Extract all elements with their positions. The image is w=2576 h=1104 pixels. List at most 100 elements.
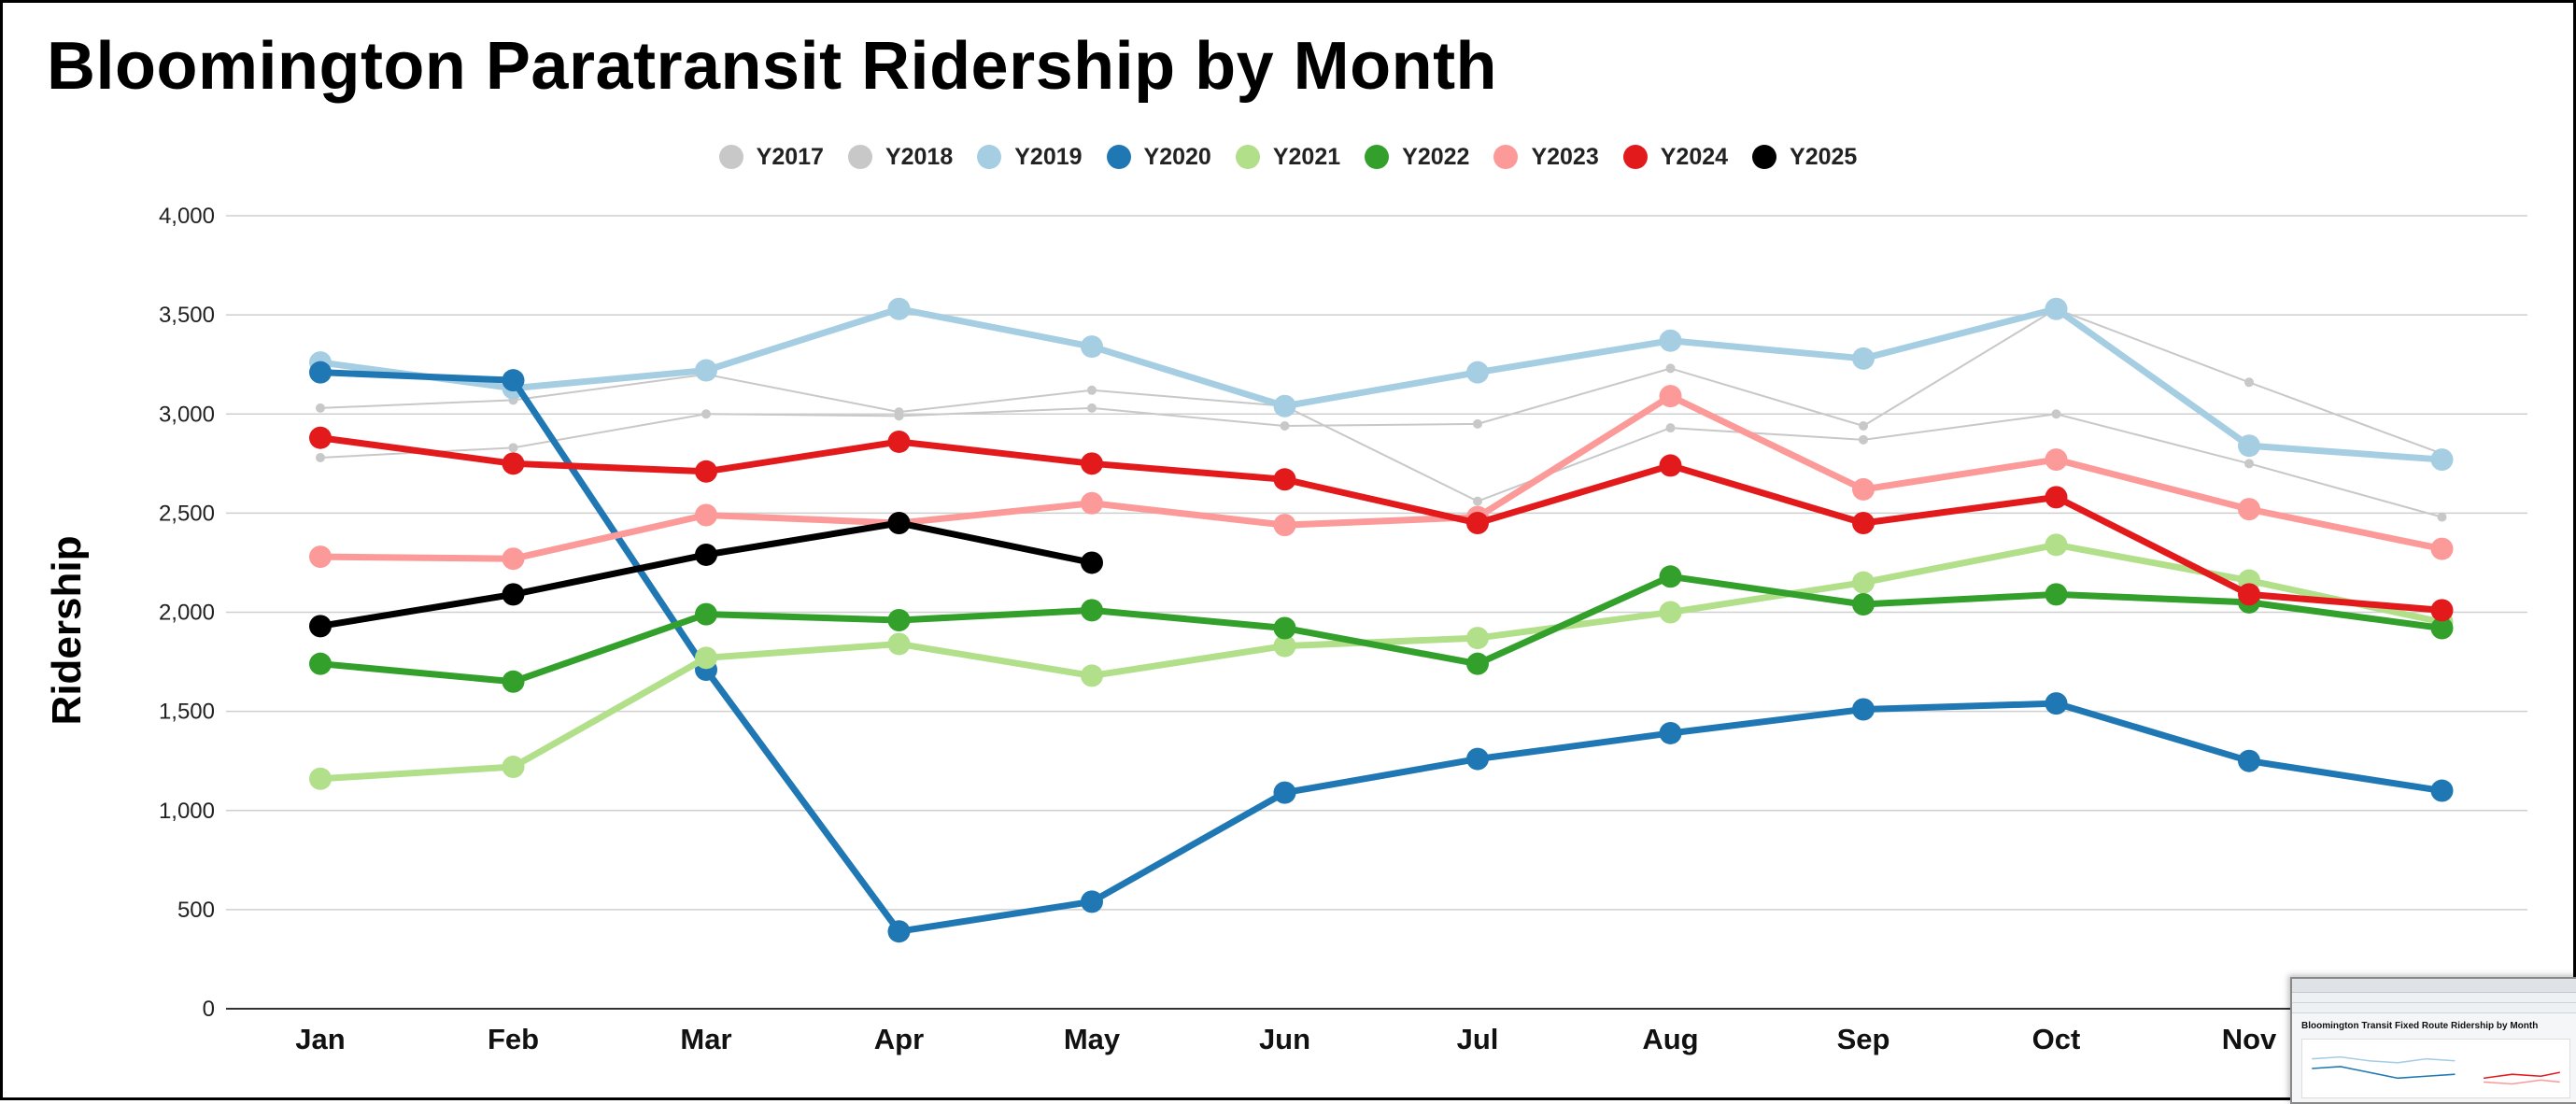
data-point-Y2023	[1081, 491, 1103, 515]
y-tick-label: 2,000	[159, 601, 215, 626]
data-point-Y2021	[309, 767, 332, 790]
legend-label: Y2021	[1272, 143, 1341, 170]
chart-legend: Y2017 Y2018 Y2019 Y2020 Y2021 Y2022 Y2023 Y2024…	[0, 138, 2576, 176]
data-point-Y2023	[1273, 514, 1296, 537]
data-point-Y2024	[309, 426, 332, 449]
legend-label: Y2022	[1402, 143, 1470, 170]
data-point-Y2023	[1659, 385, 1682, 408]
data-point-Y2018	[1859, 420, 1868, 431]
data-point-Y2020	[1081, 890, 1103, 913]
data-point-Y2023	[695, 503, 717, 527]
thumbnail-toolbar	[2292, 979, 2576, 993]
data-point-Y2022	[887, 608, 911, 631]
data-point-Y2020	[1273, 781, 1296, 804]
x-tick-label: Mar	[680, 1023, 731, 1055]
data-point-Y2019	[695, 359, 717, 382]
data-point-Y2021	[887, 632, 911, 656]
data-point-Y2018	[1280, 420, 1290, 431]
series-line-Y2020	[317, 369, 2445, 935]
legend-marker	[718, 145, 743, 169]
legend-label: Y2018	[885, 143, 954, 170]
data-point-Y2019	[2238, 434, 2260, 458]
data-point-Y2021	[502, 756, 525, 779]
data-point-Y2023	[502, 547, 525, 571]
data-point-Y2023	[1852, 477, 1875, 501]
data-point-Y2021	[1852, 571, 1875, 594]
data-point-Y2021	[2045, 533, 2068, 557]
legend-label: Y2019	[1014, 143, 1083, 170]
x-tick-label: Apr	[874, 1023, 924, 1055]
legend-item-Y2020[interactable]: Y2020	[1106, 144, 1211, 171]
legend-marker	[1106, 145, 1131, 169]
data-point-Y2018	[894, 411, 904, 421]
y-tick-label: 3,000	[159, 402, 215, 427]
y-tick-label: 500	[177, 898, 215, 923]
data-point-Y2020	[1852, 698, 1875, 721]
legend-label: Y2024	[1660, 143, 1729, 170]
legend-label: Y2023	[1531, 143, 1599, 170]
series-line-Y2018	[319, 307, 2443, 459]
data-point-Y2017	[1859, 434, 1868, 445]
data-point-Y2024	[2430, 599, 2454, 622]
data-point-Y2020	[2045, 692, 2068, 715]
legend-item-Y2022[interactable]: Y2022	[1365, 144, 1469, 171]
data-point-Y2024	[2238, 583, 2260, 606]
thumbnail-preview[interactable]: Bloomington Transit Fixed Route Ridershi…	[2290, 977, 2576, 1104]
data-point-Y2024	[1466, 511, 1489, 534]
legend-marker	[1752, 145, 1777, 169]
x-tick-label: May	[1064, 1023, 1121, 1055]
x-tick-label: Sep	[1837, 1023, 1890, 1055]
data-point-Y2020	[502, 369, 525, 392]
data-point-Y2024	[1081, 452, 1103, 475]
data-point-Y2022	[1081, 599, 1103, 622]
legend-item-Y2024[interactable]: Y2024	[1622, 143, 1729, 171]
legend-item-Y2023[interactable]: Y2023	[1493, 143, 1599, 171]
data-point-Y2023	[2045, 448, 2068, 472]
y-tick-label: 2,500	[159, 501, 215, 526]
series-line-Y2017	[319, 373, 2443, 518]
data-point-Y2024	[1273, 468, 1296, 491]
data-point-Y2025	[502, 583, 525, 606]
data-point-Y2018	[1665, 363, 1676, 374]
data-point-Y2020	[2430, 779, 2454, 802]
data-point-Y2022	[1659, 565, 1682, 588]
legend-item-Y2025[interactable]: Y2025	[1752, 144, 1857, 171]
data-point-Y2019	[887, 297, 911, 320]
chart-title: Bloomington Paratransit Ridership by Mon…	[47, 29, 1498, 104]
legend-marker	[1365, 145, 1390, 169]
legend-item-Y2018[interactable]: Y2018	[847, 143, 954, 171]
data-point-Y2018	[1473, 418, 1482, 429]
data-point-Y2025	[695, 543, 717, 566]
data-point-Y2024	[887, 430, 911, 453]
thumbnail-plot	[2301, 1039, 2570, 1098]
data-point-Y2018	[2244, 377, 2254, 388]
y-tick-label: 0	[203, 997, 215, 1022]
legend-item-Y2021[interactable]: Y2021	[1235, 143, 1341, 171]
data-point-Y2017	[1473, 496, 1482, 506]
y-tick-label: 1,000	[159, 799, 215, 824]
y-tick-label: 1,500	[159, 700, 215, 725]
legend-item-Y2019[interactable]: Y2019	[977, 143, 1083, 171]
legend-marker	[1235, 145, 1260, 169]
series-line-Y2023	[317, 392, 2445, 562]
x-tick-label: Jan	[295, 1023, 345, 1055]
legend-label: Y2017	[756, 143, 824, 170]
data-point-Y2020	[2238, 749, 2260, 772]
legend-item-Y2017[interactable]: Y2017	[718, 143, 824, 171]
y-tick-label: 3,500	[159, 303, 215, 328]
data-point-Y2019	[1273, 394, 1296, 418]
data-point-Y2022	[1466, 652, 1489, 675]
legend-marker	[847, 145, 872, 169]
data-point-Y2021	[695, 646, 717, 670]
data-point-Y2021	[1466, 627, 1489, 650]
data-point-Y2017	[2244, 459, 2254, 469]
y-axis-title: Ridership	[44, 536, 90, 726]
data-point-Y2022	[2430, 616, 2454, 640]
data-point-Y2023	[2238, 498, 2260, 521]
data-point-Y2018	[701, 409, 711, 419]
data-point-Y2023	[309, 545, 332, 569]
data-point-Y2022	[1273, 616, 1296, 640]
data-point-Y2025	[309, 615, 332, 638]
